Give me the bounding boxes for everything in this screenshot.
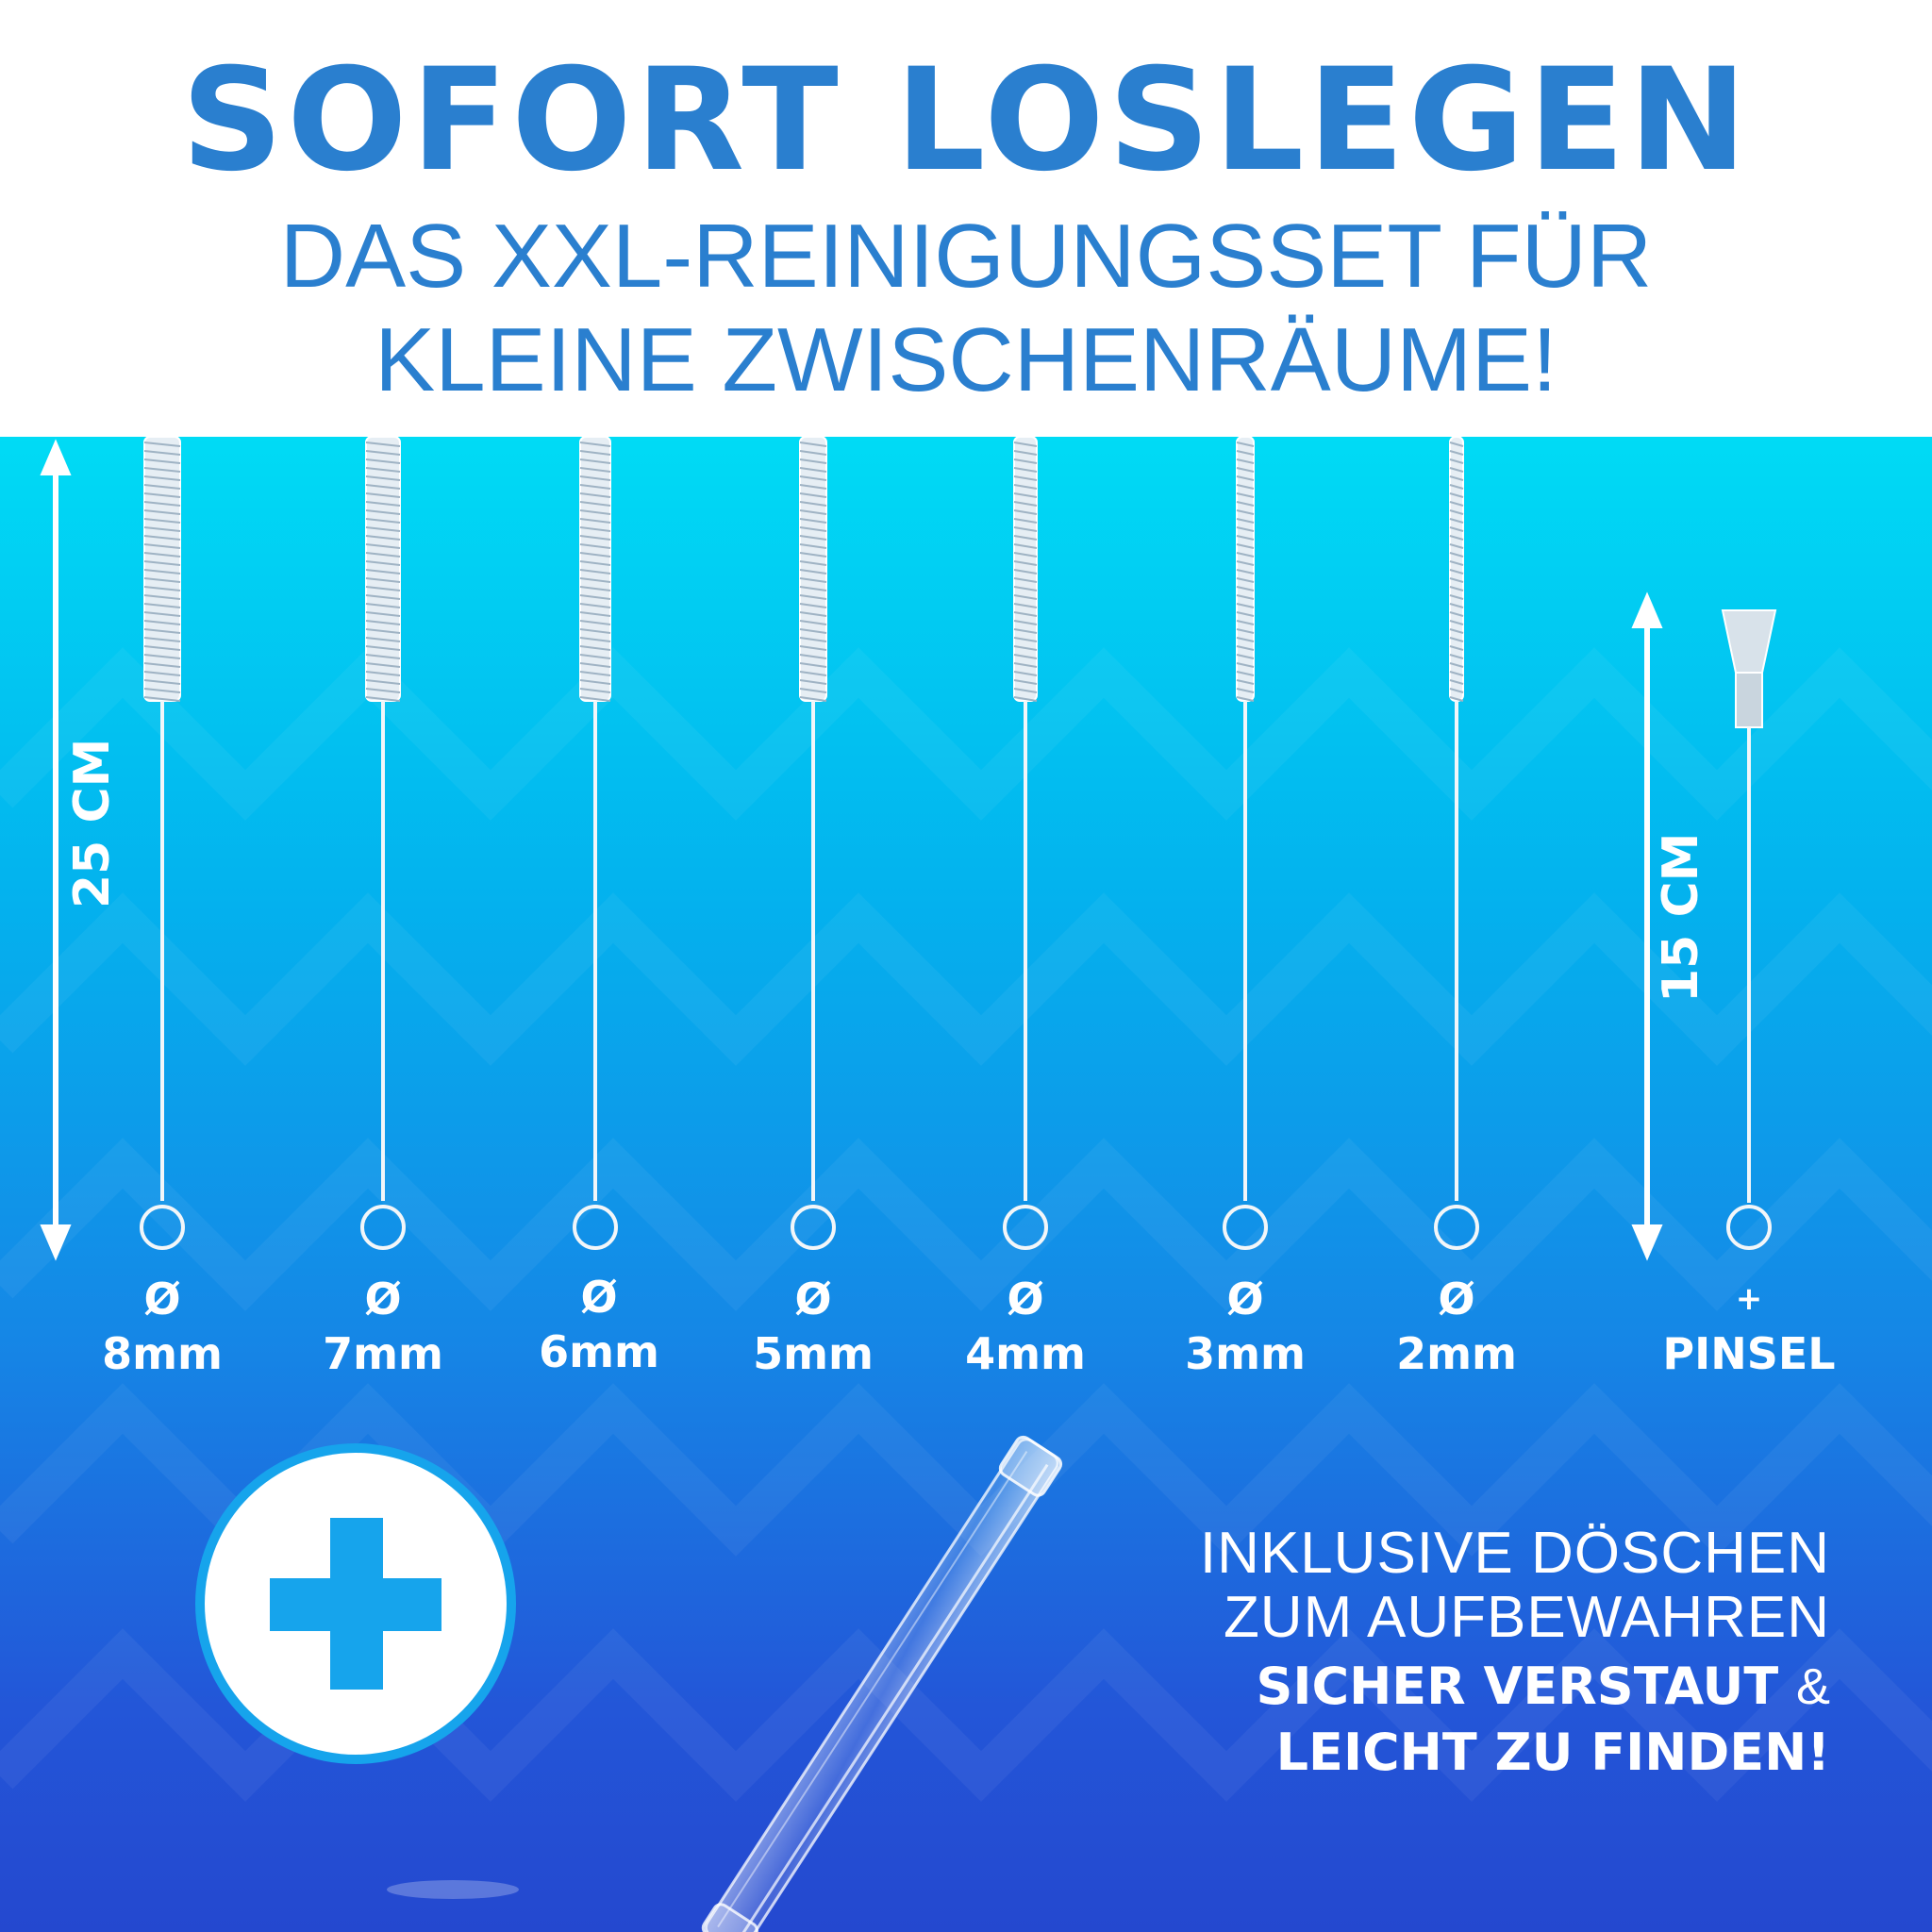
brush-size: 8mm xyxy=(102,1328,223,1379)
plus-icon xyxy=(270,1518,441,1690)
headline: SOFORT LOSLEGEN xyxy=(181,39,1751,203)
arrow-25cm-top-head xyxy=(40,439,72,475)
arrow-15cm-bottom-head xyxy=(1631,1224,1663,1261)
brush-label-6mm: Ø 6mm xyxy=(505,1270,693,1379)
pinsel-brush xyxy=(1721,609,1777,1250)
pinsel-label: + PINSEL xyxy=(1655,1272,1843,1381)
brush-8mm xyxy=(140,437,185,1250)
subtitle-line-1: DAS XXL-REINIGUNGSSET FÜR xyxy=(279,206,1653,307)
length-15cm-label: 15 CM xyxy=(1653,832,1709,1003)
brush-label-2mm: Ø 2mm xyxy=(1362,1272,1551,1381)
info-bold-line-1: SICHER VERSTAUT xyxy=(1256,1657,1779,1716)
brush-label-5mm: Ø 5mm xyxy=(719,1272,908,1381)
brush-size: 3mm xyxy=(1185,1328,1306,1379)
brush-size: 2mm xyxy=(1396,1328,1517,1379)
diameter-symbol: Ø xyxy=(1007,1274,1044,1324)
diameter-symbol: Ø xyxy=(580,1272,618,1323)
length-25cm-label: 25 CM xyxy=(64,738,121,908)
info-bold-line-2: LEICHT ZU FINDEN! xyxy=(1275,1723,1830,1782)
brush-6mm xyxy=(573,437,618,1250)
brush-label-8mm: Ø 8mm xyxy=(68,1272,257,1381)
diameter-symbol: Ø xyxy=(1226,1274,1264,1324)
brush-loop xyxy=(1003,1205,1048,1250)
brushes-illustration xyxy=(140,437,1777,1250)
diameter-symbol: Ø xyxy=(143,1274,181,1324)
pinsel-ferrule xyxy=(1735,672,1763,728)
brush-label-7mm: Ø 7mm xyxy=(289,1272,477,1381)
info-text: INKLUSIVE DÖSCHEN ZUM AUFBEWAHREN xyxy=(1200,1522,1830,1650)
pinsel-loop xyxy=(1726,1205,1772,1250)
product-panel: 25 CM 15 CM Ø 8mm Ø 7mm Ø 6mm Ø 5mm Ø 4m… xyxy=(0,437,1932,1932)
brush-2mm xyxy=(1434,437,1479,1250)
info-bold-text: SICHER VERSTAUT & LEICHT ZU FINDEN! xyxy=(1256,1654,1830,1786)
brush-loop xyxy=(791,1205,836,1250)
measurement-arrows xyxy=(40,439,1663,1261)
brush-loop xyxy=(573,1205,618,1250)
header: SOFORT LOSLEGEN DAS XXL-REINIGUNGSSET FÜ… xyxy=(0,0,1932,437)
brush-loop xyxy=(1434,1205,1479,1250)
subtitle-line-2: KLEINE ZWISCHENRÄUME! xyxy=(375,309,1557,410)
brush-label-4mm: Ø 4mm xyxy=(931,1272,1120,1381)
brush-loop xyxy=(1223,1205,1268,1250)
brush-7mm xyxy=(360,437,406,1250)
brush-loop xyxy=(360,1205,406,1250)
arrow-15cm-top-head xyxy=(1631,591,1663,628)
diameter-symbol: Ø xyxy=(1438,1274,1475,1324)
ampersand: & xyxy=(1795,1658,1830,1715)
diameter-symbol: Ø xyxy=(364,1274,402,1324)
brush-size: 7mm xyxy=(323,1328,443,1379)
arrow-25cm-bottom-head xyxy=(40,1224,72,1261)
diameter-symbol: Ø xyxy=(794,1274,832,1324)
info-line-1: INKLUSIVE DÖSCHEN xyxy=(1199,1521,1830,1586)
plus-symbol: + xyxy=(1735,1280,1763,1318)
brush-5mm xyxy=(791,437,836,1250)
brush-size: 4mm xyxy=(965,1328,1086,1379)
pinsel-text: PINSEL xyxy=(1662,1328,1836,1379)
brush-3mm xyxy=(1223,437,1268,1250)
brush-loop xyxy=(140,1205,185,1250)
brush-label-3mm: Ø 3mm xyxy=(1151,1272,1340,1381)
info-line-2: ZUM AUFBEWAHREN xyxy=(1223,1585,1830,1650)
brush-size: 6mm xyxy=(539,1326,659,1377)
brush-4mm xyxy=(1003,437,1048,1250)
brush-size: 5mm xyxy=(753,1328,874,1379)
plus-badge xyxy=(205,1453,507,1755)
